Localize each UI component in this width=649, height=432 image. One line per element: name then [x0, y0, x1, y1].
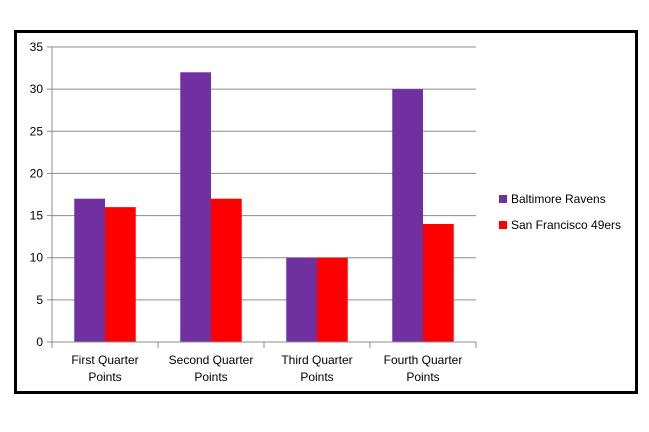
y-tick-label: 0: [36, 335, 43, 349]
y-tick-label: 15: [30, 209, 44, 223]
legend: Baltimore Ravens San Francisco 49ers: [499, 192, 621, 232]
legend-label-0: Baltimore Ravens: [511, 192, 606, 206]
bar-1-2: [317, 257, 348, 342]
x-tick-label: Fourth Quarter Points: [384, 353, 463, 384]
y-axis: 0 5 10 15 20 25 30 35: [30, 40, 53, 349]
y-tick-label: 10: [30, 251, 44, 265]
bars: [74, 72, 454, 343]
y-tick-label: 20: [30, 166, 44, 180]
y-tick-label: 30: [30, 82, 44, 96]
legend-swatch-1: [499, 221, 507, 229]
bar-0-2: [286, 257, 317, 342]
y-tick-label: 25: [30, 124, 44, 138]
x-axis: First Quarter Points Second Quarter Points T…: [51, 341, 477, 384]
x-tick-label: Third Quarter Points: [281, 353, 352, 384]
x-tick-label: First Quarter Points: [71, 353, 138, 384]
bar-0-3: [392, 89, 423, 343]
y-tick-label: 5: [36, 293, 43, 307]
bar-1-1: [211, 198, 242, 342]
y-tick-label: 35: [30, 40, 44, 54]
bar-1-0: [105, 207, 136, 342]
legend-label-1: San Francisco 49ers: [511, 218, 621, 232]
bar-0-0: [74, 198, 105, 342]
legend-swatch-0: [499, 195, 507, 203]
bar-0-1: [180, 72, 211, 343]
bar-1-3: [423, 224, 454, 342]
x-tick-label: Second Quarter Points: [169, 353, 254, 384]
